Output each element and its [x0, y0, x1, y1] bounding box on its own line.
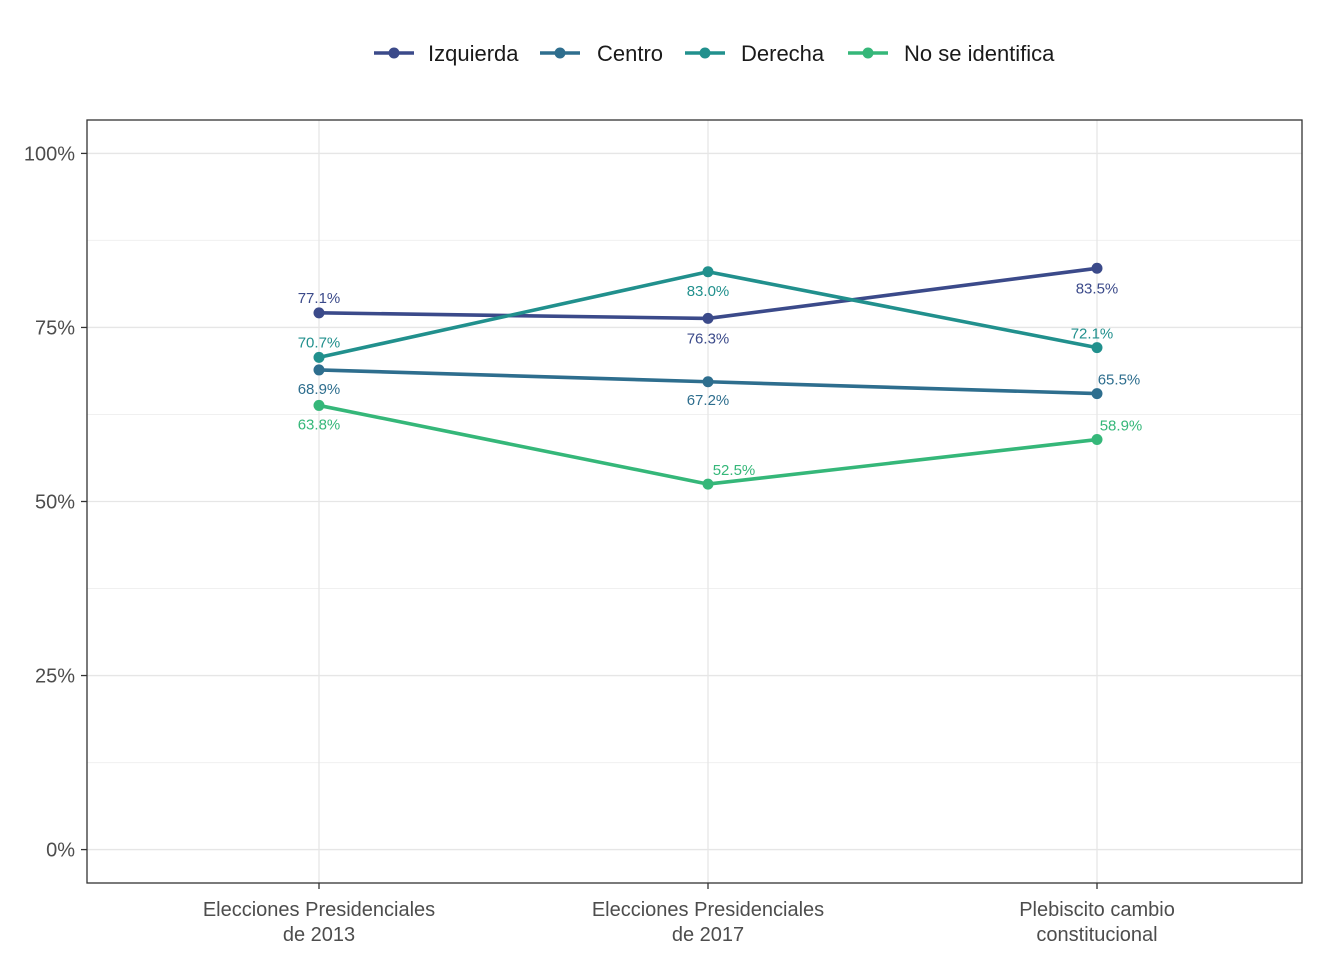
- legend-item: Centro: [540, 41, 663, 66]
- x-tick-label: Elecciones Presidenciales: [203, 899, 435, 921]
- series-points: [313, 262, 1103, 490]
- legend-label: No se identifica: [904, 41, 1055, 66]
- gridlines: [87, 120, 1302, 883]
- data-labels: 77.1% 76.3% 83.5% 68.9% 67.2% 65.5% 70.7% 83.0%…: [298, 280, 1143, 479]
- data-point: [1091, 342, 1103, 354]
- data-point: [1091, 434, 1103, 446]
- data-label: 76.3%: [687, 330, 730, 347]
- data-point: [702, 312, 714, 324]
- axes: 0% 25% 50% 75% 100% Elecciones Presidenciales…: [24, 143, 1175, 946]
- data-label: 83.0%: [687, 283, 730, 300]
- legend-label: Derecha: [741, 41, 825, 66]
- data-point: [313, 364, 325, 376]
- legend-key-point: [699, 47, 711, 59]
- data-point: [313, 351, 325, 363]
- data-label: 58.9%: [1100, 418, 1143, 435]
- legend: Izquierda Centro Derecha No se identifica: [374, 41, 1055, 66]
- data-label: 72.1%: [1071, 326, 1114, 343]
- data-point: [1091, 262, 1103, 274]
- legend-item: No se identifica: [848, 41, 1055, 66]
- y-tick-label: 50%: [35, 492, 75, 514]
- legend-item: Derecha: [685, 41, 825, 66]
- legend-key-point: [862, 47, 874, 59]
- data-point: [702, 478, 714, 490]
- data-label: 77.1%: [298, 290, 341, 307]
- x-tick-label: Elecciones Presidenciales: [592, 899, 824, 921]
- x-tick-label: constitucional: [1036, 924, 1157, 946]
- x-tick-label: Plebiscito cambio: [1019, 899, 1175, 921]
- data-point: [702, 266, 714, 278]
- data-label: 52.5%: [713, 462, 756, 479]
- x-tick-label: de 2013: [283, 924, 355, 946]
- data-point: [313, 307, 325, 319]
- legend-label: Centro: [597, 41, 663, 66]
- data-point: [313, 399, 325, 411]
- y-tick-label: 0%: [46, 840, 75, 862]
- data-label: 83.5%: [1076, 280, 1119, 297]
- data-point: [702, 376, 714, 388]
- data-label: 70.7%: [298, 334, 341, 351]
- legend-key-point: [388, 47, 400, 59]
- data-label: 63.8%: [298, 416, 341, 433]
- legend-label: Izquierda: [428, 41, 519, 66]
- y-tick-label: 25%: [35, 666, 75, 688]
- y-tick-label: 75%: [35, 317, 75, 339]
- x-tick-label: de 2017: [672, 924, 744, 946]
- y-tick-label: 100%: [24, 143, 75, 165]
- data-label: 65.5%: [1098, 372, 1141, 389]
- data-point: [1091, 388, 1103, 400]
- legend-item: Izquierda: [374, 41, 519, 66]
- legend-key-point: [554, 47, 566, 59]
- data-label: 68.9%: [298, 381, 341, 398]
- data-label: 67.2%: [687, 392, 730, 409]
